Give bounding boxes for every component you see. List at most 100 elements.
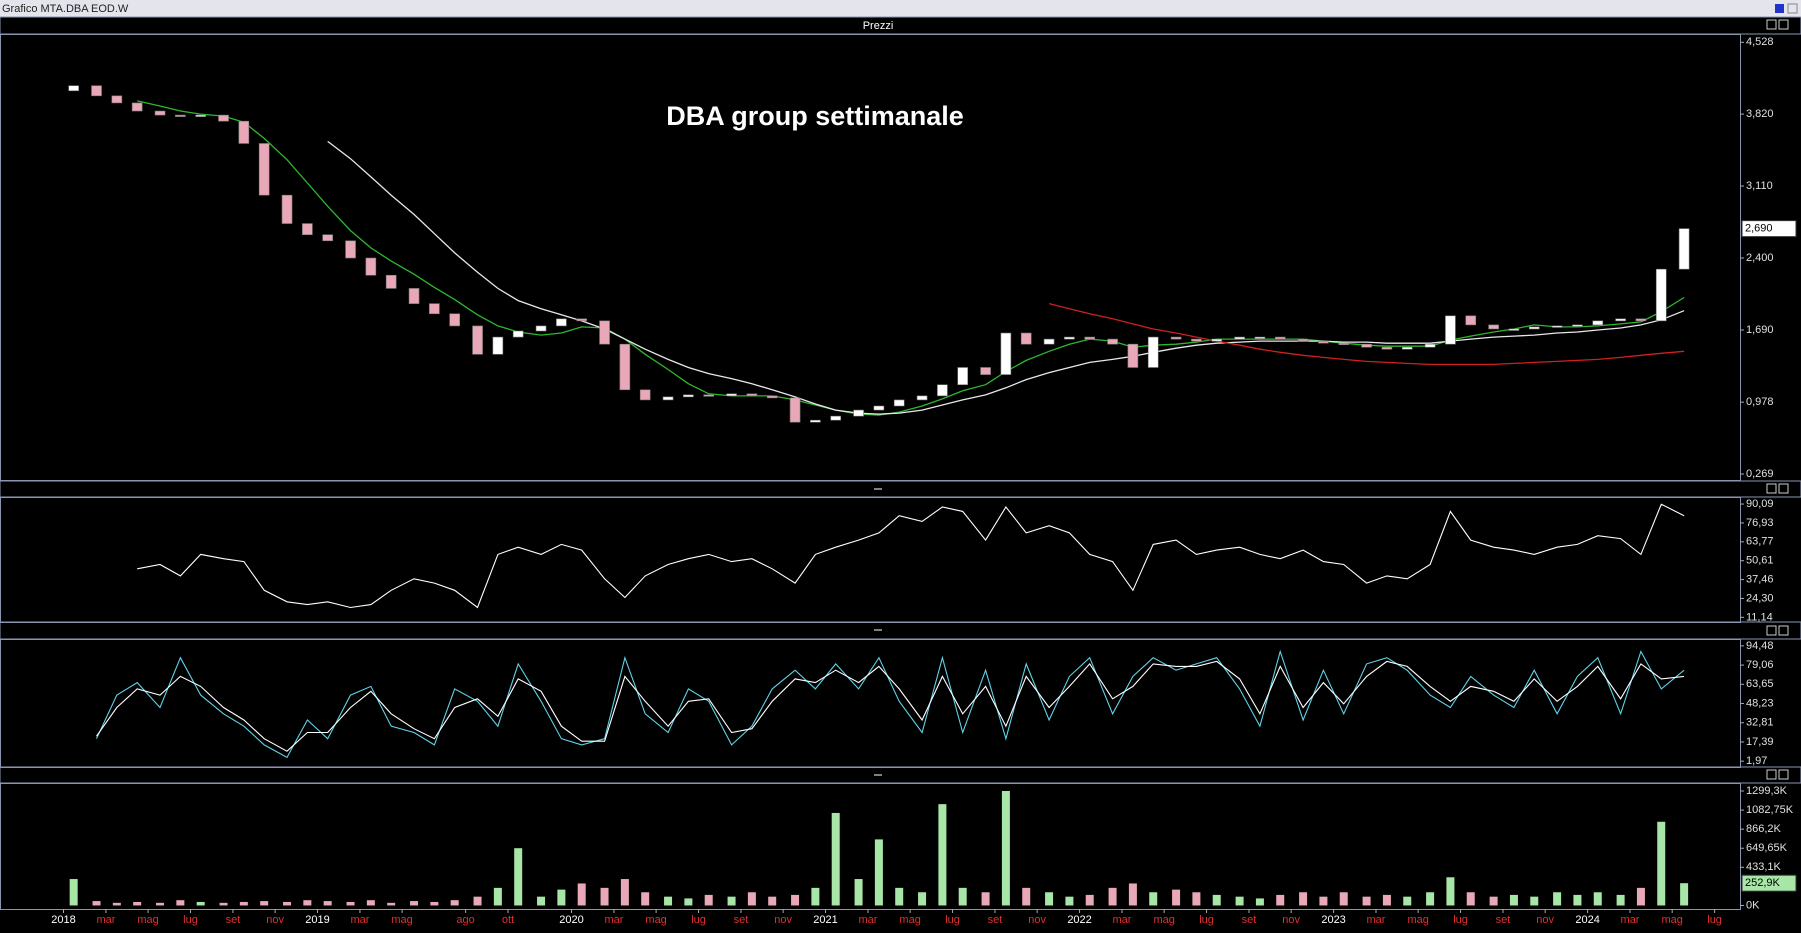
volume-bar [727,896,736,906]
candle [1084,336,1096,340]
x-tick-label: 2018 [51,914,75,926]
candle [1170,336,1182,340]
x-tick-label: mar [1367,914,1386,926]
x-tick-label: mag [1153,914,1174,926]
y-tick-label: 0,978 [1746,396,1774,408]
volume-bar [1593,892,1602,906]
separator[interactable] [0,621,1801,640]
y-tick-label: 866,2K [1746,823,1782,835]
y-tick-label: 50,61 [1746,555,1774,567]
y-tick-label: 94,48 [1746,640,1774,652]
x-tick-label: lug [691,914,706,926]
panel-button[interactable] [1766,19,1777,30]
volume-bar [1319,896,1328,906]
plot-frame [0,497,1741,623]
candle [535,325,547,332]
last-value-label: 2,690 [1745,223,1773,235]
volume-bar [514,848,523,906]
y-tick-label: 63,65 [1746,678,1774,690]
candle [302,223,313,236]
indicator-line [96,649,1685,759]
panel-button[interactable] [1766,769,1777,780]
separator[interactable] [0,766,1801,784]
x-tick-label: mar [350,914,369,926]
window-button[interactable] [1775,4,1784,13]
candle [449,313,460,327]
candle [512,330,524,338]
volume-bar [112,902,121,906]
candle [1508,328,1520,331]
indicator-line [96,660,1685,752]
x-tick-label: ago [456,914,474,926]
volume-bar [366,900,375,906]
candle [1528,326,1540,330]
x-tick-label: set [1496,914,1511,926]
volume-bar [1446,877,1455,906]
candle [873,405,885,411]
volume-bar [493,887,502,906]
volume-bar [196,901,205,906]
x-tick-label: 2022 [1067,914,1091,926]
candle [1465,315,1477,326]
plot-frame [0,783,1741,910]
candle [1043,338,1055,345]
volume-bar [1636,887,1645,906]
window-title: Grafico MTA.DBA EOD.W [2,3,129,15]
volume-bar [1255,898,1264,906]
volume-bar [1616,894,1625,906]
y-tick-label: 3,820 [1746,108,1774,120]
candle [68,85,79,92]
volume-bar [133,901,142,906]
last-value-box [1741,874,1797,892]
x-tick-label: mar [604,914,623,926]
volume-bar [704,894,713,906]
volume-bar [664,896,673,906]
volume-bar [620,879,629,906]
panel-button[interactable] [1778,19,1789,30]
candle [1234,336,1245,340]
panel-button[interactable] [1778,483,1789,494]
candle [111,95,123,104]
panel-button[interactable] [1778,625,1789,636]
volume-bar [918,892,927,906]
candle [789,397,801,423]
panel-button[interactable] [1778,769,1789,780]
x-tick-label: mag [1661,914,1682,926]
x-tick-label: set [226,914,241,926]
x-tick-label: set [1242,914,1257,926]
x-tick-label: mag [899,914,920,926]
volume-bar [1489,896,1498,906]
volume-bar [1299,892,1308,906]
candle [365,257,377,276]
x-tick-label: 2024 [1575,914,1599,926]
y-tick-label: 17,39 [1746,736,1774,748]
x-tick-label: mar [96,914,115,926]
candle [91,85,102,97]
y-tick-label: 76,93 [1746,517,1774,529]
last-value-label: 252,9K [1745,877,1781,889]
candle [1020,332,1032,345]
panel-button[interactable] [1766,625,1777,636]
panel-button[interactable] [1766,483,1777,494]
volume-bar [1149,892,1158,906]
x-tick-label: nov [1282,914,1300,926]
volume-bar [1172,889,1181,906]
x-tick-label: mar [858,914,877,926]
x-tick-label: mag [137,914,158,926]
volume-bar [1235,896,1244,906]
y-tick-label: 1082,75K [1746,804,1794,816]
candle [258,143,270,196]
window-button[interactable] [1787,3,1798,14]
candle [683,394,694,398]
candle [1297,338,1309,342]
separator[interactable] [0,480,1801,498]
candle [1064,336,1075,340]
indicator-line [137,503,1685,609]
volume-bar [938,804,947,906]
volume-bar [1339,892,1348,906]
candle [937,384,948,397]
volume-bar [1065,896,1074,906]
volume-bar [768,896,777,906]
candle [492,336,504,355]
volume-bar [260,901,269,906]
